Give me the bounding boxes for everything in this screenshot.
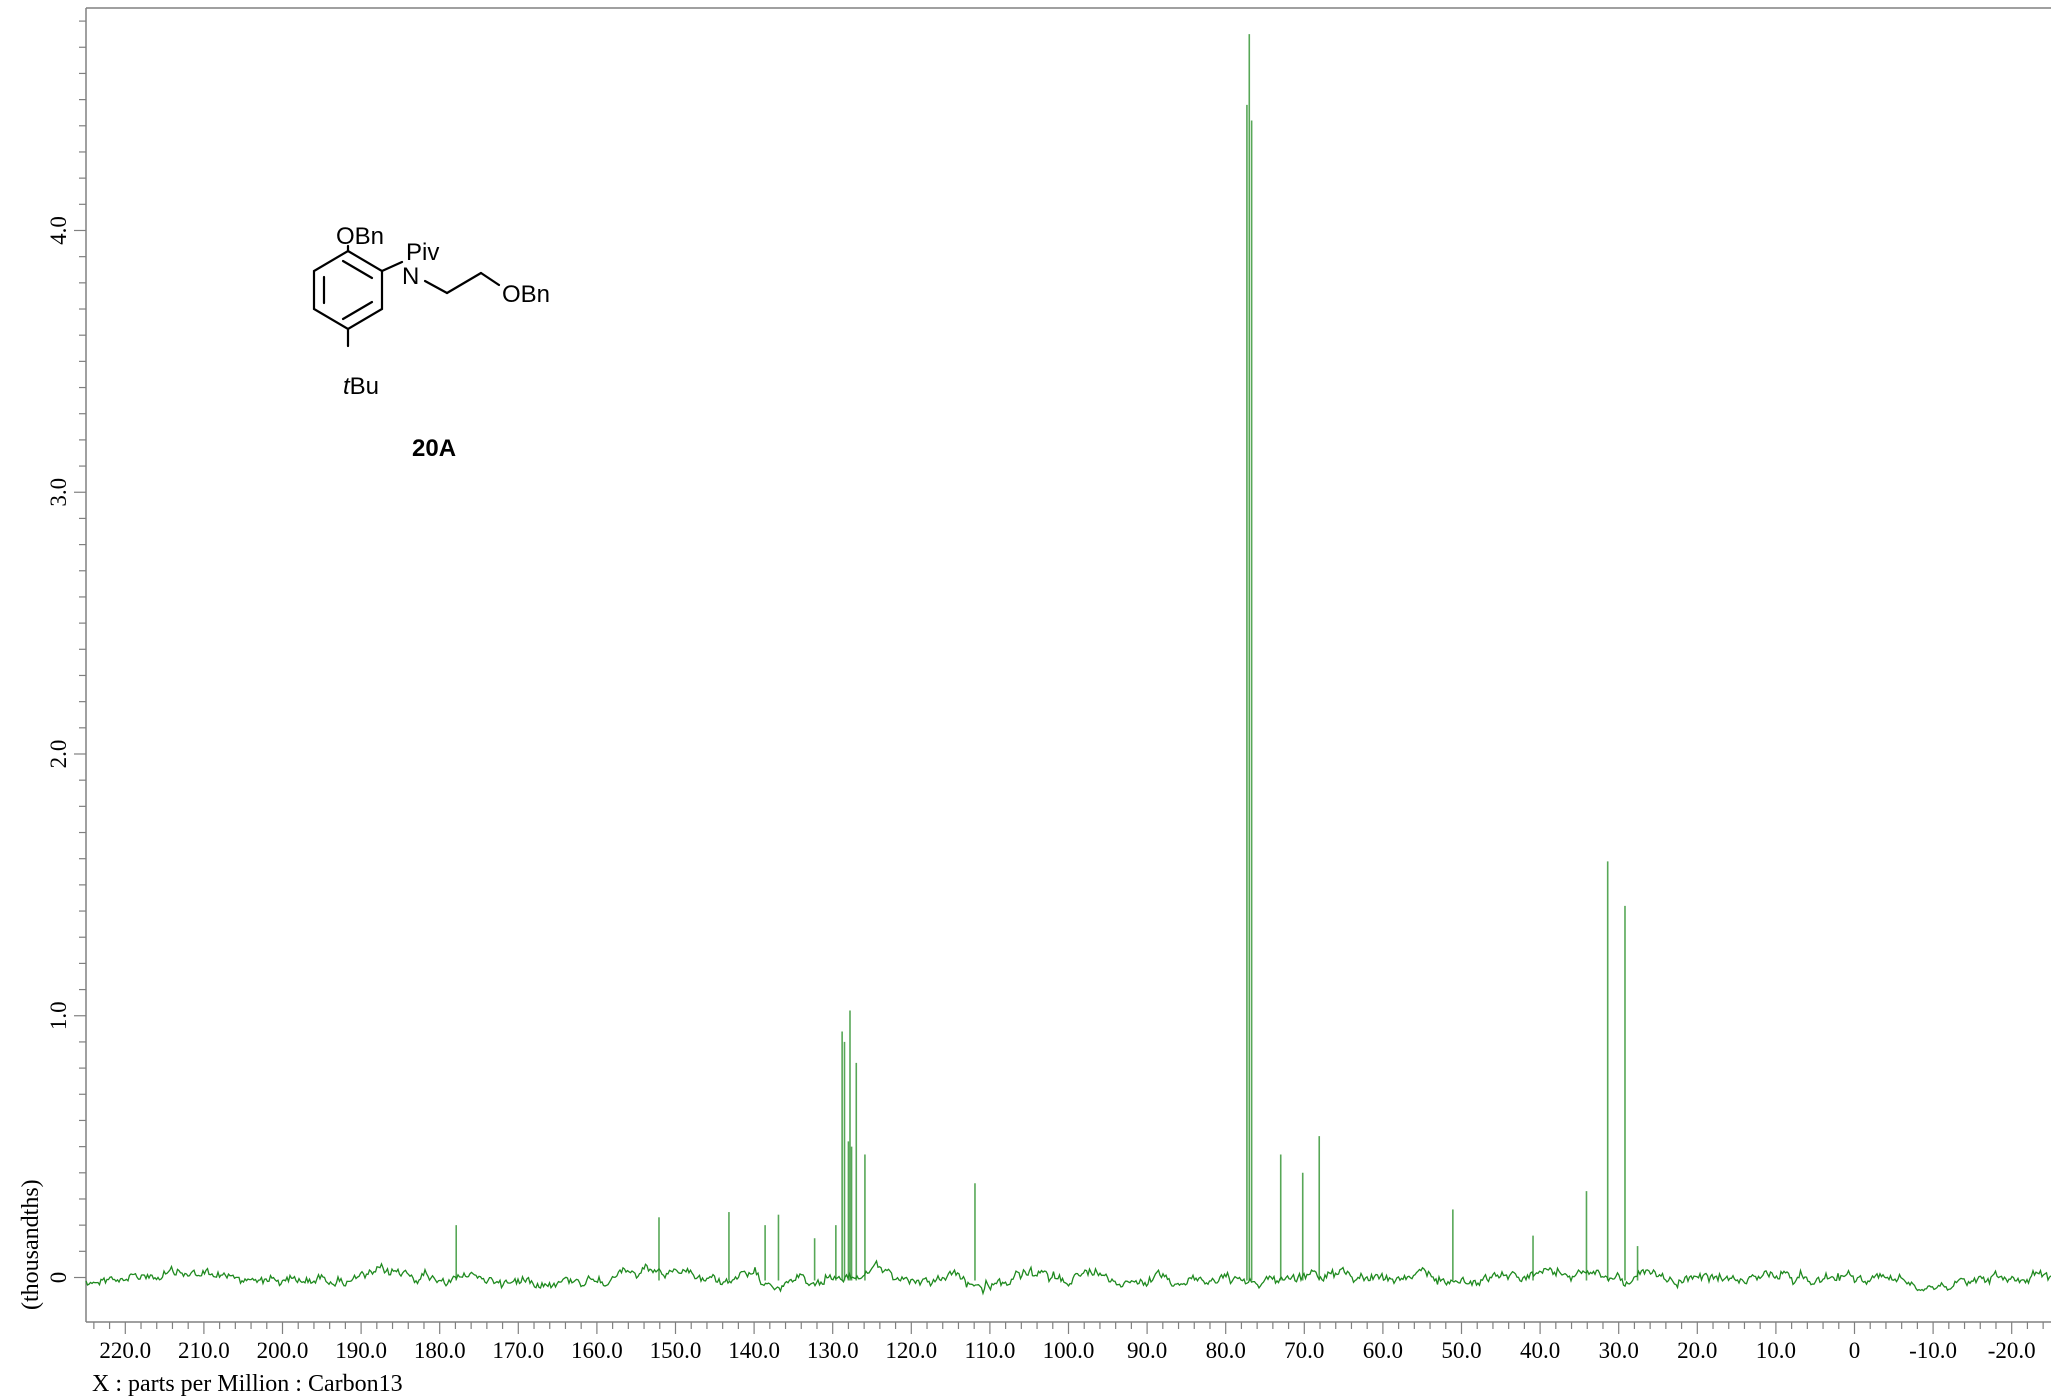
x-tick-label: 110.0 [964,1338,1015,1363]
x-tick-label: 90.0 [1127,1338,1167,1363]
structure-bonds [312,244,501,348]
x-tick-label: 40.0 [1520,1338,1560,1363]
x-tick-label: 30.0 [1599,1338,1639,1363]
y-axis-tick-labels: 0 1.0 2.0 3.0 4.0 [46,216,71,1283]
x-tick-label: 60.0 [1363,1338,1403,1363]
x-tick-label: 190.0 [335,1338,387,1363]
chemical-structure: OBn N Piv OBn tBu 20A [312,223,550,462]
y-axis-ticks [74,20,86,1279]
spectrum-group [85,34,2051,1296]
y-tick-label: 3.0 [46,478,71,507]
nitrogen-label: N [402,263,419,290]
y-tick-label: 0 [46,1272,71,1284]
ring-inner-bond-1 [341,259,374,280]
x-tick-label: 160.0 [571,1338,623,1363]
bond-ch2-oxygen [479,271,501,287]
tbu-bu: Bu [350,373,379,400]
x-tick-label: -20.0 [1988,1338,2036,1363]
tbu-italic-t: t [343,373,351,400]
obn-top-label: OBn [336,223,384,250]
x-tick-label: 220.0 [99,1338,151,1363]
bond-ring-nitrogen [380,260,404,273]
compound-id-label: 20A [412,435,456,462]
piv-label: Piv [406,239,439,266]
x-tick-label: 150.0 [650,1338,702,1363]
spectrum-baseline [85,1259,2051,1296]
y-tick-label: 2.0 [46,740,71,769]
x-tick-label: 170.0 [492,1338,544,1363]
y-tick-label: 1.0 [46,1001,71,1030]
x-tick-label: 10.0 [1756,1338,1796,1363]
x-tick-label: 120.0 [885,1338,937,1363]
x-tick-label: 80.0 [1206,1338,1246,1363]
tbu-label: tBu [343,373,379,400]
x-tick-label: 70.0 [1284,1338,1324,1363]
x-tick-label: 200.0 [257,1338,309,1363]
spectrum-peaks [455,34,1639,1281]
x-tick-label: -10.0 [1909,1338,1957,1363]
ring-inner-bond-2 [341,300,374,321]
x-tick-label: 100.0 [1043,1338,1095,1363]
x-axis-title: X : parts per Million : Carbon13 [92,1371,403,1397]
y-axis-title: (thousandths) [18,1179,44,1310]
bond-nitrogen-ch2 [423,279,449,295]
x-tick-label: 0 [1849,1338,1861,1363]
bond-ch2-ch2 [445,271,483,295]
y-tick-label: 4.0 [46,216,71,245]
obn-chain-label: OBn [502,281,550,308]
x-tick-label: 210.0 [178,1338,230,1363]
x-axis-ticks [93,1322,2044,1334]
x-axis-tick-labels: 220.0 210.0 200.0 190.0 180.0 170.0 160.0 150.0… [99,1338,2035,1363]
x-tick-label: 130.0 [807,1338,859,1363]
x-tick-label: 140.0 [728,1338,780,1363]
x-tick-label: 50.0 [1441,1338,1481,1363]
x-tick-label: 180.0 [414,1338,466,1363]
x-tick-label: 20.0 [1677,1338,1717,1363]
